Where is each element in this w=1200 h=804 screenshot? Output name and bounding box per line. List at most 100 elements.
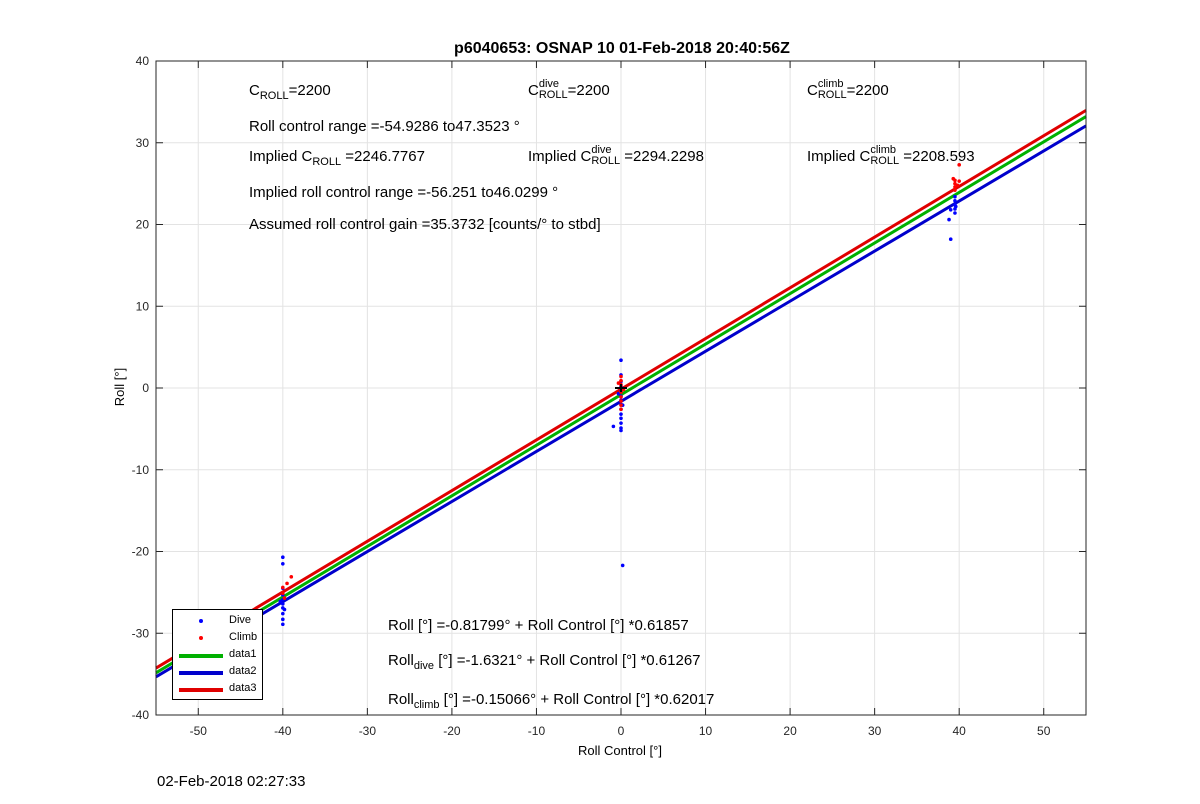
legend-label-data1: data1 xyxy=(229,648,257,660)
x-tick-label: -30 xyxy=(359,724,377,738)
point-dive xyxy=(620,563,625,568)
x-tick-label: -40 xyxy=(274,724,292,738)
point-dive xyxy=(278,599,283,604)
legend-swatch-data1 xyxy=(179,654,223,658)
point-climb xyxy=(289,575,294,579)
y-axis-label: Roll [°] xyxy=(112,368,127,406)
fit-all-equation: Roll [°] =-0.81799° + Roll Control [°] *… xyxy=(388,617,689,634)
point-dive xyxy=(281,622,285,627)
point-climb xyxy=(619,399,623,403)
print-timestamp: 02-Feb-2018 02:27:33 xyxy=(157,773,306,790)
point-dive xyxy=(947,217,951,222)
point-climb xyxy=(957,163,961,167)
roll-range-annotation: Roll control range =-54.9286 to47.3523 ° xyxy=(249,118,520,135)
point-dive xyxy=(281,561,285,566)
y-tick-label: -20 xyxy=(132,545,150,559)
implied-c-roll-climb-value: =2208.593 xyxy=(899,147,975,165)
axes: -50 -40 -30 -20 -10 0 10 20 30 40 50 -40 -30 -20 -10 0 1… xyxy=(132,54,1087,738)
point-climb xyxy=(955,183,960,188)
implied-c-roll-dive-sup: dive xyxy=(591,144,612,156)
x-axis-label: Roll Control [°] xyxy=(578,743,662,758)
legend-swatch-climb xyxy=(199,636,203,640)
fit-climb-equation: Rollclimb [°] =-0.15066° + Roll Control … xyxy=(388,691,714,711)
point-dive xyxy=(281,555,285,560)
point-climb xyxy=(619,407,623,412)
legend-swatch-data3 xyxy=(179,688,223,692)
c-roll-annotation: CROLL=2200 xyxy=(249,82,331,102)
implied-c-roll-prefix: Implied C xyxy=(249,148,313,165)
implied-c-roll-sub: ROLL xyxy=(312,156,342,168)
fit-dive-sub: dive xyxy=(413,660,435,672)
point-dive xyxy=(619,412,623,416)
legend-item-data1: data1 xyxy=(173,647,262,663)
point-dive xyxy=(948,207,953,212)
implied-c-roll-climb-sup: climb xyxy=(870,144,897,156)
c-roll-dive-prefix: C xyxy=(528,81,539,99)
c-roll-climb-value: =2200 xyxy=(846,81,889,99)
c-roll-value: =2200 xyxy=(288,82,331,99)
point-climb xyxy=(619,395,623,399)
point-climb xyxy=(281,591,285,595)
c-roll-climb-prefix: C xyxy=(807,81,818,99)
point-climb xyxy=(281,585,285,590)
legend-item-data3: data3 xyxy=(173,681,262,697)
y-tick-label: 30 xyxy=(136,136,150,150)
fit-dive-rest: [°] =-1.6321° + Roll Control [°] *0.6126… xyxy=(434,652,701,669)
implied-c-roll-dive-prefix: Implied C xyxy=(528,147,592,165)
point-dive xyxy=(611,424,616,429)
point-dive xyxy=(954,204,958,209)
c-roll-sub: ROLL xyxy=(259,90,289,102)
point-climb xyxy=(616,381,621,385)
y-tick-label: 0 xyxy=(142,381,149,395)
implied-c-roll-annotation: Implied CROLL =2246.7767 xyxy=(249,148,425,168)
gain-annotation: Assumed roll control gain =35.3732 [coun… xyxy=(249,216,601,233)
legend-item-data2: data2 xyxy=(173,664,262,680)
point-dive xyxy=(619,421,623,425)
point-dive xyxy=(948,237,953,242)
x-tick-label: 20 xyxy=(783,724,797,738)
point-dive xyxy=(619,428,623,433)
legend-item-climb: Climb xyxy=(173,630,262,646)
x-tick-label: -10 xyxy=(528,724,546,738)
c-roll-dive-value: =2200 xyxy=(567,81,610,99)
x-tick-label: 10 xyxy=(699,724,713,738)
y-tick-label: -30 xyxy=(132,626,150,640)
y-tick-label: 10 xyxy=(136,299,150,313)
implied-range-annotation: Implied roll control range =-56.251 to46… xyxy=(249,184,559,201)
c-roll-climb-sup: climb xyxy=(817,78,844,90)
c-roll-climb-sub: ROLL xyxy=(817,89,847,101)
point-climb xyxy=(619,378,623,383)
chart-legend: Dive Climb data1 data2 data3 xyxy=(172,609,263,700)
point-climb xyxy=(285,581,289,586)
y-tick-label: 40 xyxy=(136,54,150,68)
legend-label-data2: data2 xyxy=(229,665,257,677)
legend-swatch-dive xyxy=(199,619,203,623)
x-tick-label: 30 xyxy=(868,724,882,738)
y-tick-label: -10 xyxy=(132,463,150,477)
point-climb xyxy=(951,176,956,181)
fit-climb-sub: climb xyxy=(413,699,440,711)
point-dive xyxy=(953,194,957,199)
point-dive xyxy=(619,358,623,363)
point-climb xyxy=(619,403,623,407)
c-roll-dive-sup: dive xyxy=(538,78,560,90)
chart-title: p6040653: OSNAP 10 01-Feb-2018 20:40:56Z xyxy=(454,40,790,57)
x-tick-label: -20 xyxy=(443,724,461,738)
implied-c-roll-climb-sub: ROLL xyxy=(870,155,900,167)
implied-c-roll-dive-value: =2294.2298 xyxy=(620,147,704,165)
implied-c-roll-value: =2246.7767 xyxy=(341,148,425,165)
fit-dive-prefix: Roll xyxy=(388,652,414,669)
legend-item-dive: Dive xyxy=(173,613,262,629)
fit-climb-rest: [°] =-0.15066° + Roll Control [°] *0.620… xyxy=(439,691,715,708)
x-tick-label: 50 xyxy=(1037,724,1051,738)
legend-label-data3: data3 xyxy=(229,682,257,694)
c-roll-dive-sub: ROLL xyxy=(538,89,568,101)
point-climb xyxy=(282,596,287,600)
point-climb xyxy=(953,188,957,192)
legend-swatch-data2 xyxy=(179,671,223,675)
x-tick-label: 40 xyxy=(953,724,967,738)
point-dive xyxy=(281,602,285,606)
